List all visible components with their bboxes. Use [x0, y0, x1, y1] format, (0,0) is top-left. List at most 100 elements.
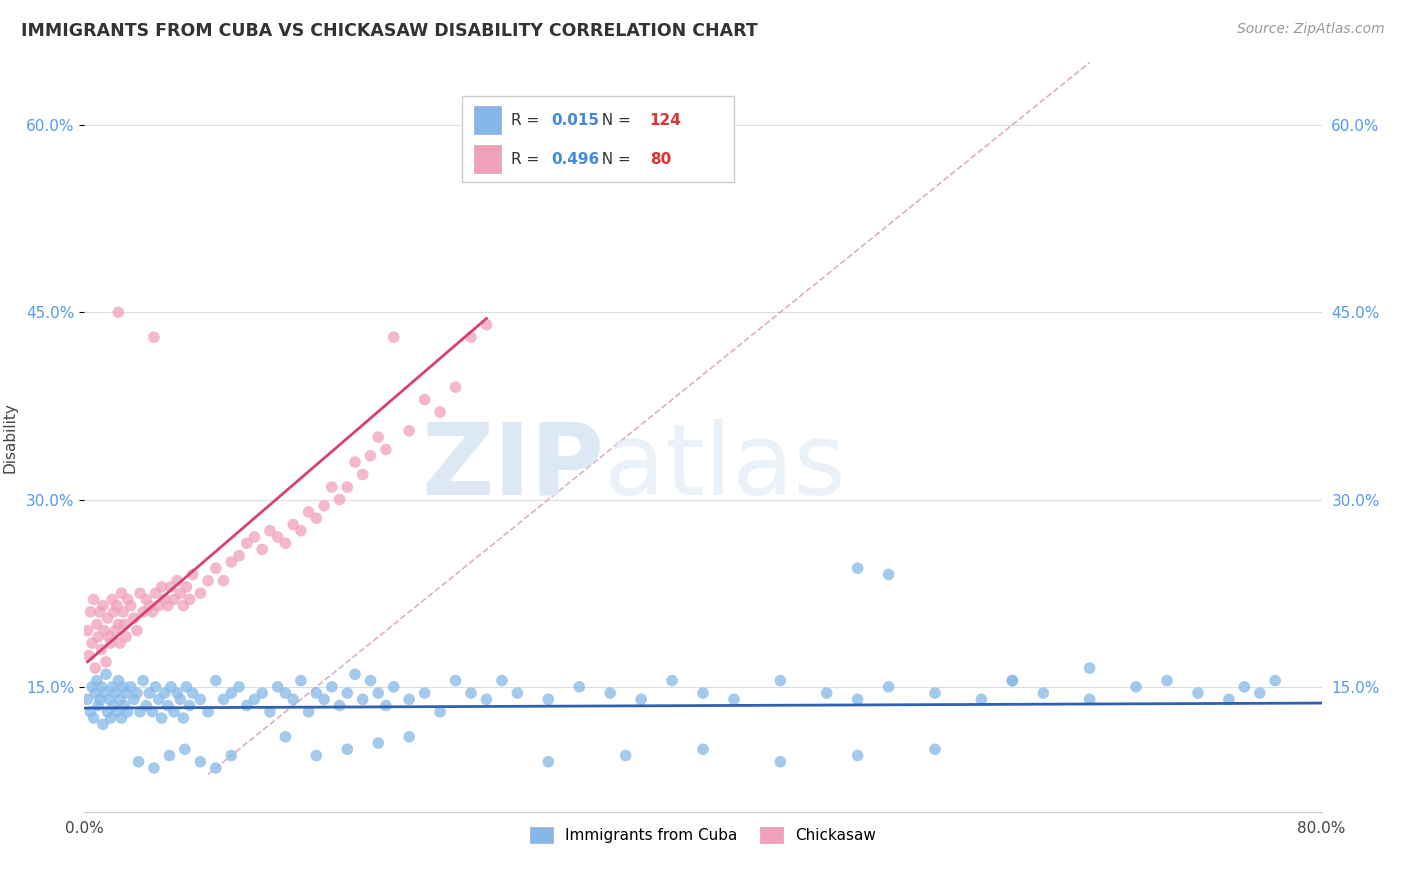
Point [1249, 686, 1271, 700]
Point [281, 692, 305, 706]
Point [219, 748, 242, 763]
Point [259, 524, 281, 538]
Point [661, 673, 683, 688]
Point [367, 736, 389, 750]
Point [87, 630, 110, 644]
Point [429, 405, 451, 419]
Point [692, 742, 714, 756]
Point [107, 305, 129, 319]
Text: R =: R = [512, 152, 544, 167]
Point [141, 605, 163, 619]
Point [117, 592, 139, 607]
Point [305, 686, 328, 700]
Point [145, 586, 167, 600]
Point [367, 430, 389, 444]
Point [444, 380, 467, 394]
Point [924, 742, 946, 756]
Point [599, 686, 621, 700]
Point [1001, 673, 1024, 688]
Point [460, 686, 482, 700]
Point [89, 605, 111, 619]
Point [148, 599, 170, 613]
Point [328, 492, 352, 507]
Point [91, 599, 114, 613]
Point [630, 692, 652, 706]
Point [769, 755, 792, 769]
Point [235, 536, 259, 550]
Point [166, 686, 188, 700]
Point [153, 592, 176, 607]
Point [100, 711, 122, 725]
Point [259, 705, 281, 719]
Point [169, 692, 191, 706]
Point [321, 480, 343, 494]
Point [143, 330, 166, 344]
Point [125, 624, 148, 638]
Point [120, 599, 142, 613]
Text: Source: ZipAtlas.com: Source: ZipAtlas.com [1237, 22, 1385, 37]
Point [129, 586, 152, 600]
Point [172, 711, 194, 725]
Point [179, 592, 201, 607]
Point [877, 567, 900, 582]
Text: atlas: atlas [605, 418, 845, 516]
Point [723, 692, 745, 706]
Point [846, 692, 869, 706]
Point [1001, 673, 1024, 688]
Point [114, 617, 136, 632]
Point [105, 599, 128, 613]
Point [82, 636, 104, 650]
Legend: Immigrants from Cuba, Chickasaw: Immigrants from Cuba, Chickasaw [523, 821, 883, 849]
Point [163, 705, 186, 719]
Point [122, 692, 145, 706]
Text: 124: 124 [650, 112, 682, 128]
Point [181, 567, 204, 582]
Point [877, 680, 900, 694]
Point [429, 705, 451, 719]
Point [91, 717, 114, 731]
Point [98, 630, 121, 644]
Point [1078, 692, 1101, 706]
Point [160, 580, 183, 594]
Point [1032, 686, 1054, 700]
Point [84, 661, 107, 675]
Point [444, 673, 467, 688]
Point [398, 424, 420, 438]
Point [228, 549, 250, 563]
Point [145, 680, 167, 694]
Text: 0.015: 0.015 [551, 112, 599, 128]
Point [115, 630, 138, 644]
Point [1156, 673, 1178, 688]
Point [76, 624, 98, 638]
Point [815, 686, 838, 700]
Point [398, 692, 420, 706]
Point [93, 686, 115, 700]
Point [125, 686, 148, 700]
Point [336, 742, 359, 756]
Text: IMMIGRANTS FROM CUBA VS CHICKASAW DISABILITY CORRELATION CHART: IMMIGRANTS FROM CUBA VS CHICKASAW DISABI… [21, 22, 758, 40]
Point [79, 605, 101, 619]
Point [413, 392, 436, 407]
Point [398, 730, 420, 744]
Point [336, 686, 359, 700]
Point [1218, 692, 1240, 706]
Point [243, 692, 266, 706]
Point [98, 692, 121, 706]
Point [138, 599, 160, 613]
Point [274, 730, 297, 744]
Point [127, 755, 149, 769]
Point [135, 592, 157, 607]
Point [568, 680, 591, 694]
Point [188, 692, 211, 706]
Point [179, 698, 201, 713]
Point [156, 599, 179, 613]
Point [104, 624, 127, 638]
Point [1125, 680, 1147, 694]
Point [290, 673, 312, 688]
Point [163, 592, 186, 607]
Point [110, 586, 132, 600]
Point [1233, 680, 1256, 694]
Point [267, 530, 290, 544]
Point [90, 680, 112, 694]
Point [166, 574, 188, 588]
